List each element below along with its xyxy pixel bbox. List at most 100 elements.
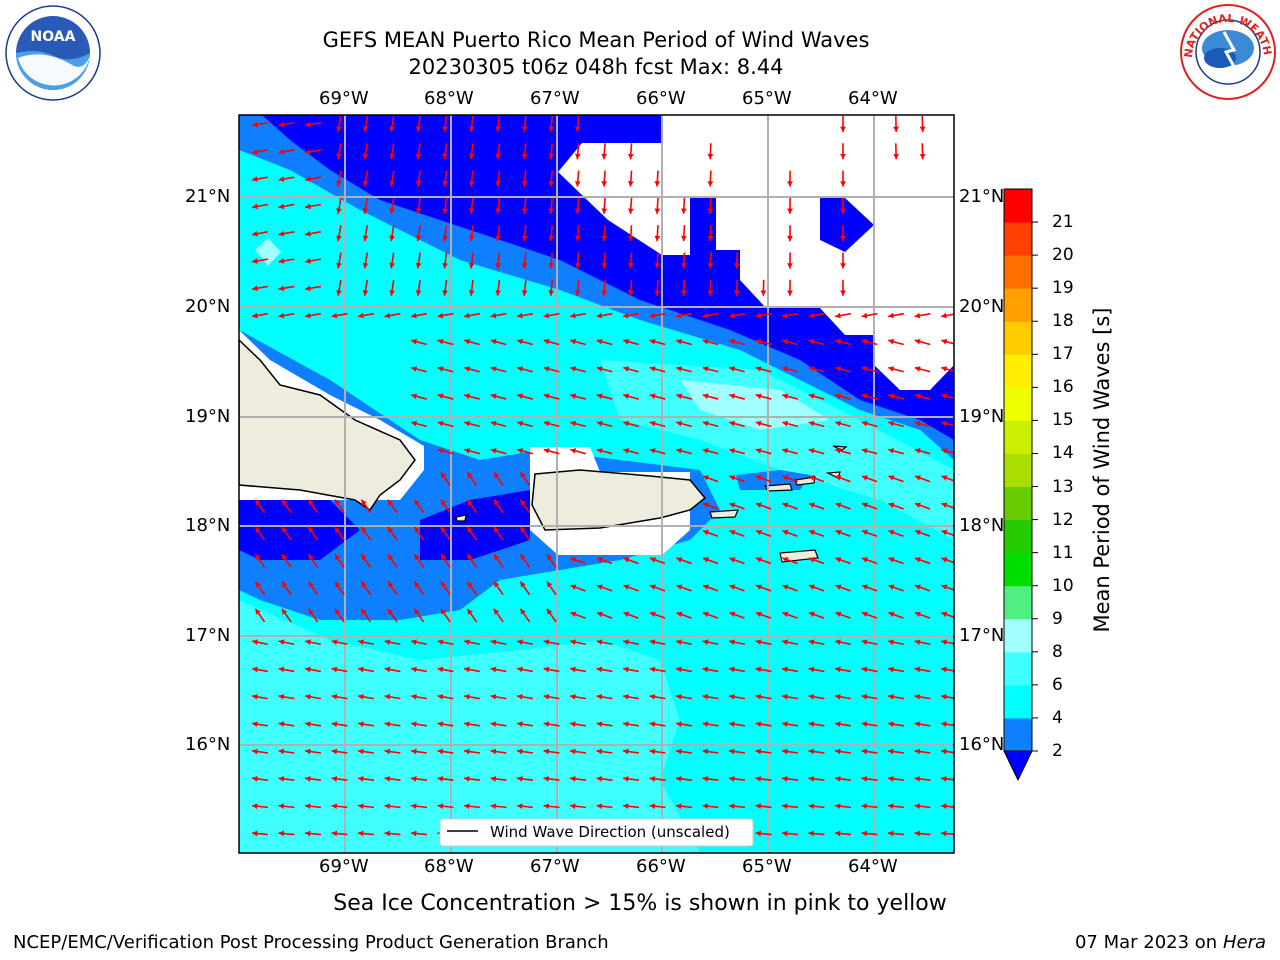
direction-arrowhead	[835, 584, 842, 590]
direction-arrowhead	[464, 393, 471, 400]
direction-arrowhead	[305, 666, 311, 673]
lon-tick-bottom: 65°W	[742, 856, 792, 877]
colorbar-bin	[1004, 222, 1032, 256]
lat-tick-right: 19°N	[959, 406, 1005, 427]
direction-arrowhead	[520, 608, 526, 615]
direction-arrowhead	[623, 338, 630, 345]
nws-logo: NATIONAL WEATHER SERVICE	[1178, 2, 1276, 100]
direction-arrowhead	[755, 748, 762, 755]
direction-arrowhead	[755, 666, 762, 673]
direction-arrowhead	[490, 338, 497, 345]
direction-arrowhead	[835, 611, 842, 618]
direction-arrowhead	[468, 126, 475, 132]
direction-arrowhead	[755, 557, 762, 563]
direction-arrowhead	[729, 584, 736, 590]
direction-arrowhead	[808, 694, 815, 700]
direction-arrowhead	[517, 639, 523, 645]
noaa-logo: NOAA	[5, 5, 101, 101]
direction-arrowhead	[252, 721, 258, 728]
colorbar-tick-label: 19	[1052, 278, 1074, 299]
direction-arrowhead	[835, 748, 841, 755]
direction-arrowhead	[570, 420, 577, 427]
direction-arrowhead	[676, 776, 682, 782]
direction-arrowhead	[389, 180, 395, 187]
direction-arrowhead	[278, 803, 285, 810]
direction-arrowhead	[782, 830, 788, 837]
direction-arrowhead	[252, 285, 258, 292]
lat-tick-left: 19°N	[185, 406, 231, 427]
direction-arrowhead	[835, 830, 841, 837]
direction-arrowhead	[623, 611, 630, 618]
colorbar-bin	[1004, 189, 1032, 223]
direction-arrowhead	[808, 338, 815, 345]
direction-arrowhead	[782, 666, 788, 673]
direction-arrowhead	[914, 776, 921, 782]
direction-arrowhead	[389, 290, 395, 296]
direction-arrowhead	[543, 312, 550, 319]
direction-arrowhead	[888, 694, 894, 700]
direction-arrowhead	[707, 290, 714, 296]
direction-arrowhead	[755, 312, 762, 319]
direction-arrowhead	[707, 263, 714, 269]
direction-arrowhead	[888, 502, 895, 508]
direction-arrowhead	[517, 694, 523, 700]
direction-arrowhead	[649, 748, 656, 755]
direction-arrowhead	[782, 721, 788, 728]
direction-arrowhead	[389, 126, 395, 132]
direction-arrowhead	[755, 502, 762, 508]
direction-arrowhead	[729, 338, 736, 345]
direction-arrowhead	[464, 803, 470, 810]
direction-arrowhead	[305, 721, 311, 728]
direction-arrowhead	[782, 803, 788, 810]
direction-arrowhead	[305, 203, 311, 210]
direction-arrowhead	[543, 748, 550, 755]
direction-arrowhead	[702, 803, 709, 810]
direction-arrowhead	[680, 235, 687, 242]
direction-arrowhead	[680, 208, 687, 214]
direction-arrowhead	[729, 557, 736, 563]
colorbar-bin	[1004, 651, 1032, 686]
direction-arrowhead	[941, 448, 948, 454]
direction-arrowhead	[442, 262, 448, 269]
direction-arrowhead	[596, 312, 603, 319]
direction-arrowhead	[490, 803, 497, 810]
direction-arrowhead	[437, 666, 444, 673]
direction-arrowhead	[358, 666, 364, 673]
colorbar-tick-label: 4	[1052, 707, 1063, 728]
direction-arrowhead	[914, 502, 921, 508]
direction-arrowhead	[808, 639, 815, 645]
direction-arrowhead	[835, 338, 842, 345]
direction-arrowhead	[414, 526, 420, 533]
direction-arrowhead	[755, 366, 762, 372]
direction-arrowhead	[676, 312, 682, 319]
direction-arrowhead	[623, 721, 629, 728]
direction-arrowhead	[278, 830, 285, 837]
direction-arrowhead	[305, 312, 311, 319]
direction-arrowhead	[729, 611, 736, 618]
direction-arrowhead	[361, 608, 367, 615]
direction-arrowhead	[495, 262, 502, 269]
direction-arrowhead	[893, 126, 899, 132]
direction-arrowhead	[521, 262, 528, 269]
hispaniola	[239, 338, 416, 512]
direction-arrowhead	[941, 366, 948, 372]
direction-arrowhead	[755, 694, 762, 700]
direction-arrowhead	[336, 180, 342, 187]
colorbar-bin	[1004, 585, 1032, 620]
direction-arrowhead	[676, 366, 683, 372]
footer-host: Hera	[1222, 932, 1266, 953]
direction-arrowhead	[467, 581, 473, 588]
direction-arrowhead	[437, 639, 444, 645]
direction-arrowhead	[787, 263, 793, 269]
direction-arrowhead	[331, 803, 338, 810]
direction-arrowhead	[649, 666, 656, 673]
direction-arrowhead	[596, 366, 603, 372]
direction-arrowhead	[361, 526, 367, 533]
direction-arrowhead	[840, 208, 846, 214]
direction-arrowhead	[676, 584, 683, 590]
lon-tick-top: 68°W	[424, 88, 474, 109]
colorbar-tick-label: 18	[1052, 311, 1074, 332]
direction-arrowhead	[570, 557, 577, 563]
direction-arrowhead	[914, 312, 921, 319]
direction-arrowhead	[941, 557, 948, 563]
